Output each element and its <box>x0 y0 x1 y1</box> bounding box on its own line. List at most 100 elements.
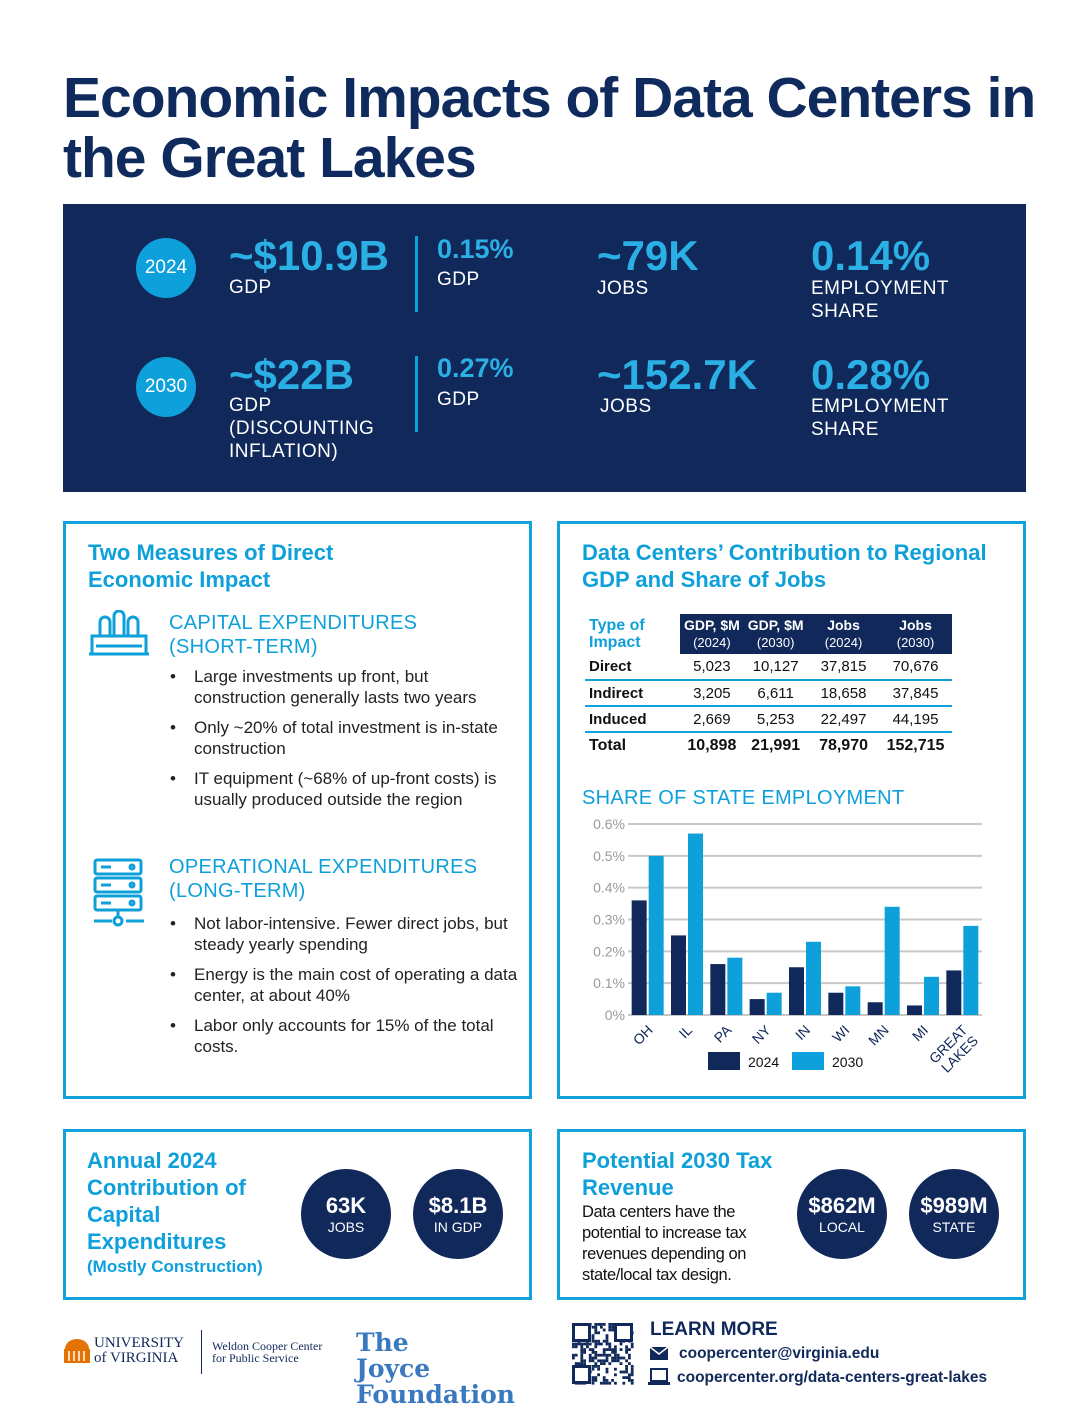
list-item: Only ~20% of total investment is in-stat… <box>170 717 520 759</box>
y-tick-label: 0% <box>605 1007 625 1023</box>
tax-revenue-box <box>557 1129 1026 1300</box>
website-link[interactable]: coopercenter.org/data-centers-great-lake… <box>677 1369 988 1386</box>
employment-label: EMPLOYMENT SHARE <box>811 396 949 440</box>
server-icon <box>93 858 144 927</box>
y-tick-label: 0.6% <box>593 816 625 832</box>
y-tick-label: 0.1% <box>593 975 625 991</box>
x-tick-label: NY <box>749 1021 775 1047</box>
gdp-share: 0.15% <box>437 234 514 264</box>
y-tick-label: 0.2% <box>593 943 625 959</box>
qr-code[interactable] <box>572 1323 634 1385</box>
impact-table: Type of Impact GDP, $M (2024) GDP, $M (203… <box>585 614 952 758</box>
bar-2024-GREAT LAKES <box>946 970 962 1015</box>
bar-2024-OH <box>631 900 647 1015</box>
bar-2030-MN <box>884 906 900 1015</box>
y-tick-label: 0.5% <box>593 848 625 864</box>
list-item: Not labor-intensive. Fewer direct jobs, … <box>170 913 520 955</box>
capex-contribution-box <box>63 1129 532 1300</box>
bar-2030-NY <box>766 992 782 1015</box>
capex-title: CAPITAL EXPENDITURES (SHORT-TERM) <box>169 612 418 658</box>
x-tick-label: MN <box>865 1022 892 1049</box>
table-row: Indirect 3,205 6,611 18,658 37,845 <box>585 680 952 707</box>
x-tick-label: IN <box>792 1022 813 1043</box>
gdp-label: GDP (DISCOUNTING INFLATION) <box>229 395 375 462</box>
jobs-label: JOBS <box>597 278 649 299</box>
learn-more-label: LEARN MORE <box>650 1319 778 1340</box>
bar-2030-OH <box>648 855 664 1015</box>
box-text: Data centers have the potential to incre… <box>582 1203 747 1284</box>
employment-share: 0.28% <box>811 351 931 398</box>
stat-circle: 63K JOBS <box>301 1169 391 1259</box>
envelope-icon <box>650 1347 668 1360</box>
employment-label: EMPLOYMENT SHARE <box>811 278 949 322</box>
email-link[interactable]: coopercenter@virginia.edu <box>679 1345 880 1362</box>
bar-2030-GREAT LAKES <box>963 925 979 1015</box>
bar-2024-PA <box>710 964 726 1015</box>
stat-circle: $8.1B IN GDP <box>413 1169 503 1259</box>
laptop-icon <box>648 1368 670 1385</box>
x-tick-label: GREATLAKES <box>926 1022 982 1078</box>
list-item: Large investments up front, but construc… <box>170 666 520 708</box>
table-row: Total 10,898 21,991 78,970 152,715 <box>589 736 945 754</box>
x-tick-label: OH <box>630 1022 656 1048</box>
page-title: Economic Impacts of Data Centers in the … <box>63 66 1036 190</box>
joyce-logo: The Joyce Foundation <box>356 1328 515 1409</box>
stat-circle: $989M STATE <box>909 1169 999 1259</box>
legend-swatch <box>792 1052 824 1070</box>
table-row: Direct 5,023 10,127 37,815 70,676 <box>585 654 952 681</box>
table-header: Jobs (2024) <box>807 614 880 654</box>
stat-circle: $862M LOCAL <box>797 1169 887 1259</box>
table-header: GDP, $M (2024) <box>680 614 744 654</box>
bar-2024-IL <box>671 935 686 1015</box>
bar-2024-NY <box>749 999 765 1015</box>
weldon-logo: Weldon Cooper Center for Public Service <box>212 1339 323 1365</box>
rotunda-logo-icon <box>64 1339 90 1363</box>
list-item: Energy is the main cost of operating a d… <box>170 964 520 1006</box>
box-subtitle: (Mostly Construction) <box>87 1257 263 1276</box>
bar-2030-IN <box>806 941 821 1015</box>
x-tick-label: WI <box>829 1022 852 1045</box>
gdp-share-label: GDP <box>437 389 480 410</box>
gdp-value: ~$22B <box>229 351 354 398</box>
employment-share-chart: 0% 0.1% 0.2% 0.3% 0.4% 0.5% 0.6% OH IL PA NY IN WI MN… <box>593 816 982 1078</box>
direct-impact-panel <box>63 521 532 1099</box>
gdp-value: ~$10.9B <box>229 232 389 279</box>
legend-label: 2024 <box>748 1054 779 1070</box>
bar-2024-MN <box>867 1002 883 1015</box>
box-title: Annual 2024 Contribution of Capital Expe… <box>87 1148 246 1254</box>
legend-label: 2030 <box>832 1054 863 1070</box>
jobs-label: JOBS <box>600 396 652 417</box>
bar-2030-WI <box>845 986 861 1015</box>
gdp-share: 0.27% <box>437 353 514 383</box>
bar-2024-WI <box>828 992 844 1015</box>
bar-2030-PA <box>727 957 743 1015</box>
capex-bullets: Large investments up front, but construc… <box>170 666 520 819</box>
legend-swatch <box>708 1052 740 1070</box>
opex-bullets: Not labor-intensive. Fewer direct jobs, … <box>170 913 520 1066</box>
y-tick-label: 0.3% <box>593 912 625 928</box>
bar-2030-IL <box>688 833 703 1015</box>
summary-banner: 2024 ~$10.9B GDP 0.15% GDP ~79K JOBS 0.1… <box>63 204 1026 492</box>
table-row: Induced 2,669 5,253 22,497 44,195 <box>585 706 952 733</box>
jobs-value: ~79K <box>597 232 699 279</box>
year-badge: 2030 <box>136 357 196 417</box>
x-tick-label: PA <box>711 1021 735 1045</box>
gdp-label: GDP <box>229 277 272 298</box>
box-title: Potential 2030 Tax Revenue <box>582 1148 773 1200</box>
uva-logo: UNIVERSITY of VIRGINIA <box>94 1335 184 1366</box>
x-tick-label: IL <box>676 1022 696 1042</box>
y-tick-label: 0.4% <box>593 880 625 896</box>
panel-title: Two Measures of Direct Economic Impact <box>88 540 334 592</box>
employment-share: 0.14% <box>811 232 931 279</box>
list-item: IT equipment (~68% of up-front costs) is… <box>170 768 520 810</box>
x-tick-label: MI <box>909 1022 931 1044</box>
chart-title: SHARE OF STATE EMPLOYMENT <box>582 787 905 809</box>
contribution-panel <box>557 521 1026 1099</box>
jobs-value: ~152.7K <box>597 351 757 398</box>
list-item: Labor only accounts for 15% of the total… <box>170 1015 520 1057</box>
table-header: Jobs (2030) <box>879 614 952 654</box>
table-header: GDP, $M (2030) <box>743 614 808 654</box>
bar-2024-IN <box>789 967 804 1015</box>
table-header: Type of Impact <box>585 614 680 654</box>
factory-icon <box>89 610 149 656</box>
